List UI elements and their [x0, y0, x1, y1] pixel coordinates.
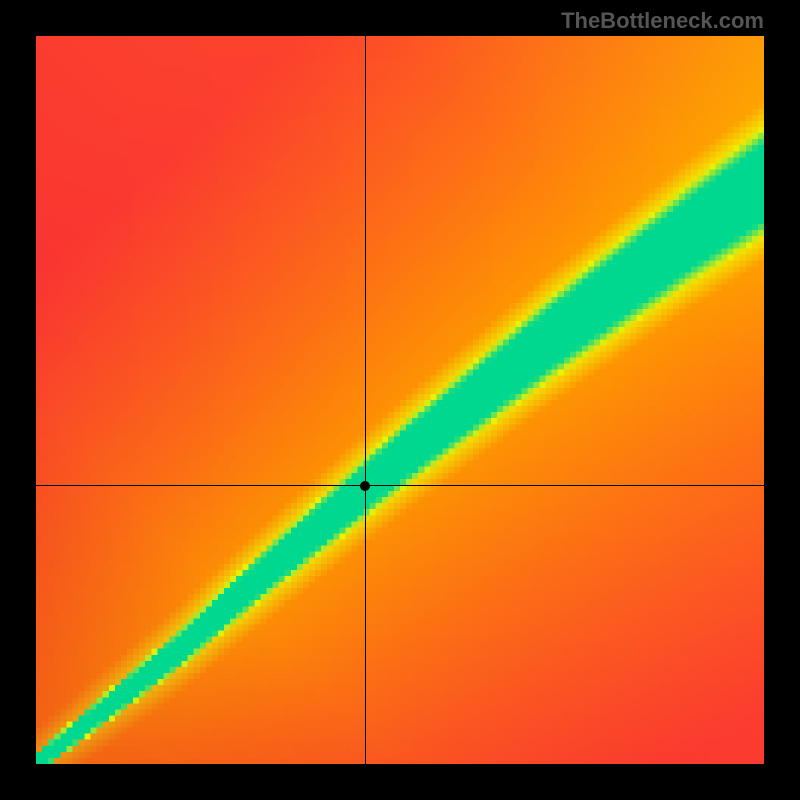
crosshair-vertical — [365, 36, 366, 764]
crosshair-marker — [360, 481, 370, 491]
chart-container: TheBottleneck.com — [0, 0, 800, 800]
bottleneck-heatmap — [36, 36, 764, 764]
watermark-text: TheBottleneck.com — [561, 8, 764, 34]
crosshair-horizontal — [36, 485, 764, 486]
